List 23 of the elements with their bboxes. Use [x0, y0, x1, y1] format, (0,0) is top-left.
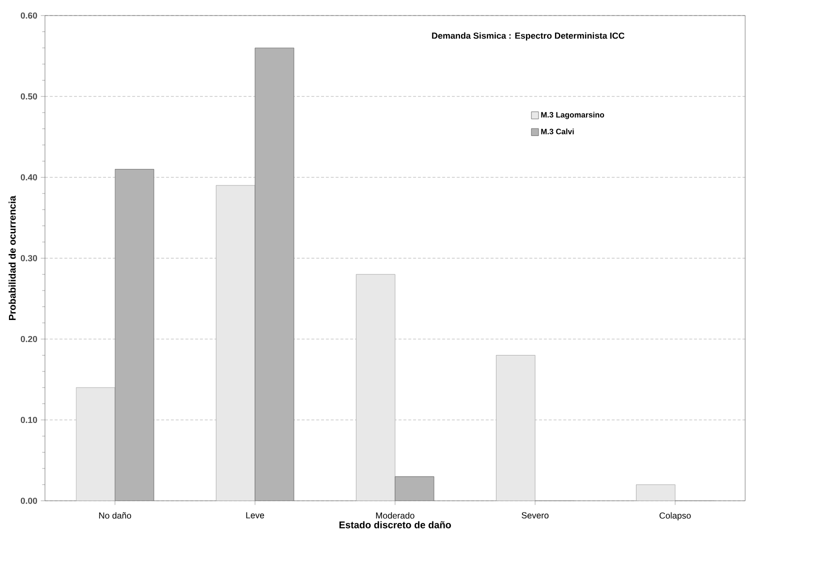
bar — [496, 355, 536, 501]
y-tick-label: 0.20 — [20, 336, 38, 342]
y-tick-label: 0.30 — [20, 255, 38, 262]
y-tick-label: 0.00 — [20, 498, 38, 504]
bar — [114, 169, 154, 501]
x-tick-label: Moderado — [376, 512, 414, 519]
y-tick-label: 0.60 — [20, 12, 38, 19]
bar — [394, 476, 434, 501]
bar — [356, 274, 396, 501]
y-tick-label: 0.50 — [20, 93, 38, 100]
x-tick-label: No daño — [99, 512, 132, 519]
bar — [254, 48, 294, 501]
bar — [216, 185, 256, 501]
text: Demanda Sismica : Espectro Determinista ICC — [432, 32, 624, 40]
x-tick-label: Colapso — [660, 512, 691, 520]
x-tick-label: Severo — [522, 512, 549, 518]
y-tick-label: 0.10 — [20, 416, 38, 424]
y-tick-label: 0.40 — [20, 174, 38, 180]
y-axis-title: Probabilidad de ocurrencia — [8, 196, 16, 320]
bar — [76, 387, 116, 501]
x-axis-title: Estado discreto de daño — [339, 521, 451, 528]
bar — [636, 484, 676, 501]
x-tick-label: Leve — [246, 512, 264, 518]
